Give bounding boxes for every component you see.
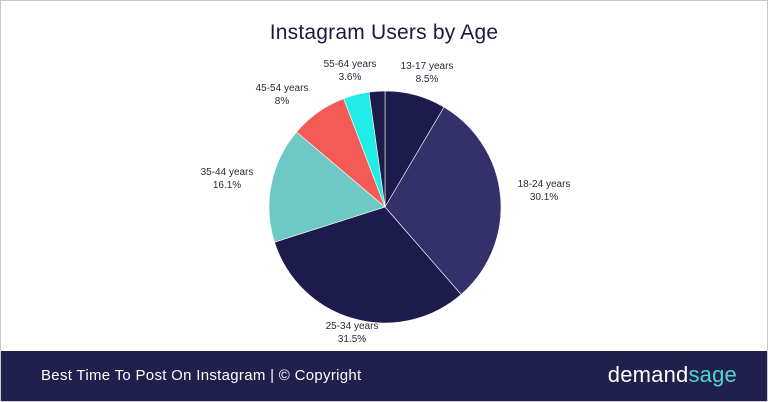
pie-chart: 13-17 years 8.5% 18-24 years 30.1% 25-34 yea… <box>201 59 571 345</box>
slice-label: 45-54 years <box>256 83 309 94</box>
slice-value-label: 31.5% <box>338 334 366 345</box>
brand-logo-part2: sage <box>688 362 737 387</box>
pie-slice <box>368 90 386 208</box>
slice-label: 25-34 years <box>326 321 379 332</box>
chart-title: Instagram Users by Age <box>269 21 499 44</box>
slice-value-label: 8% <box>275 96 290 107</box>
brand-logo: demandsage <box>608 362 737 388</box>
slice-label: 35-44 years <box>201 167 254 178</box>
footer-text: Best Time To Post On Instagram | © Copyr… <box>41 367 362 384</box>
pie-labels: 13-17 years 8.5% 18-24 years 30.1% 25-34 yea… <box>201 59 571 345</box>
slice-label: 13-17 years <box>401 61 454 72</box>
footer-bar: Best Time To Post On Instagram | © Copyr… <box>1 351 767 401</box>
slice-value-label: 8.5% <box>416 74 439 85</box>
slice-value-label: 16.1% <box>213 180 241 191</box>
slice-label: 55-64 years <box>324 59 377 70</box>
slice-value-label: 30.1% <box>530 192 558 203</box>
slice-value-label: 3.6% <box>339 72 362 83</box>
pie-slice <box>268 131 386 243</box>
brand-logo-part1: demand <box>607 362 689 387</box>
pie-slice <box>274 206 462 324</box>
pie-slices <box>268 90 502 324</box>
slice-label: 18-24 years <box>518 179 571 190</box>
pie-slice <box>384 106 502 295</box>
